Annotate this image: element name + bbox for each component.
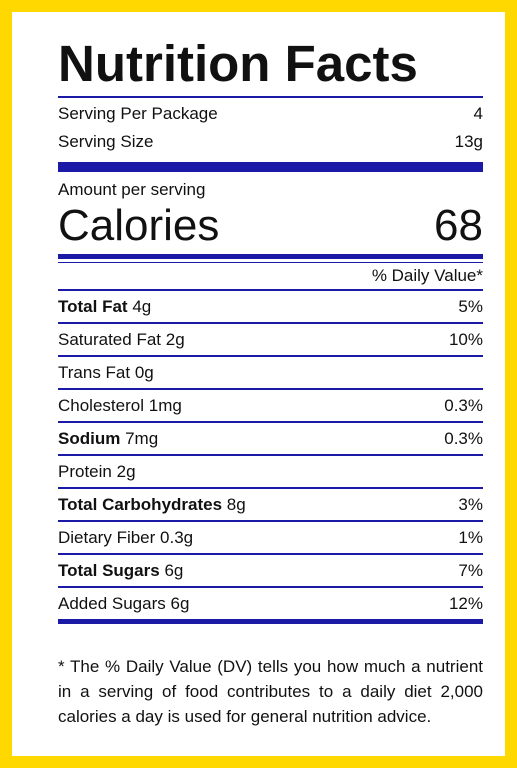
calories-label: Calories — [58, 201, 220, 250]
nutrient-amount: 0g — [134, 362, 154, 382]
nutrient-name: Total Fat — [58, 296, 128, 316]
nutrient-amount: 2g — [165, 329, 185, 349]
footnote: * The % Daily Value (DV) tells you how m… — [58, 657, 483, 726]
nutrient-label: Dietary Fiber 0.3g — [58, 528, 193, 548]
calories-row: Calories 68 — [58, 202, 483, 250]
nutrient-name: Total Carbohydrates — [58, 494, 223, 514]
divider — [58, 289, 483, 291]
divider — [58, 262, 483, 263]
nutrient-name: Trans Fat — [58, 362, 131, 382]
nutrient-name: Sodium — [58, 428, 121, 448]
nutrient-row: Saturated Fat 2g 10% — [58, 324, 483, 357]
nutrient-row: Protein 2g — [58, 456, 483, 489]
nutrient-amount: 1mg — [148, 395, 182, 415]
nutrient-amount: 6g — [170, 593, 190, 613]
page-title: Nutrition Facts — [58, 35, 418, 92]
nutrient-label: Added Sugars 6g — [58, 594, 189, 614]
nutrient-name: Total Sugars — [58, 560, 160, 580]
nutrient-name: Protein — [58, 461, 112, 481]
thick-divider — [58, 162, 483, 172]
nutrient-label: Protein 2g — [58, 462, 136, 482]
servings-per-package-row: Serving Per Package 4 — [58, 100, 483, 128]
nutrient-label: Trans Fat 0g — [58, 363, 154, 383]
nutrient-row: Dietary Fiber 0.3g 1% — [58, 522, 483, 555]
nutrient-name: Dietary Fiber — [58, 527, 156, 547]
nutrient-amount: 0.3g — [160, 527, 194, 547]
nutrient-row: Sodium 7mg 0.3% — [58, 423, 483, 456]
nutrient-label: Total Carbohydrates 8g — [58, 495, 246, 515]
nutrient-row: Total Sugars 6g 7% — [58, 555, 483, 588]
nutrition-panel: Nutrition Facts Serving Per Package 4 Se… — [58, 34, 483, 729]
nutrient-list: Total Fat 4g 5% Saturated Fat 2g 10% Trans F… — [58, 291, 483, 619]
nutrient-row: Cholesterol 1mg 0.3% — [58, 390, 483, 423]
nutrient-daily-value: 0.3% — [444, 395, 483, 415]
bottom-divider — [58, 619, 483, 624]
nutrient-name: Added Sugars — [58, 593, 166, 613]
nutrient-label: Sodium 7mg — [58, 429, 158, 449]
amount-per-serving: Amount per serving — [58, 180, 206, 199]
nutrient-amount: 6g — [164, 560, 184, 580]
nutrient-amount: 2g — [116, 461, 136, 481]
nutrient-amount: 7mg — [125, 428, 159, 448]
nutrient-row: Total Fat 4g 5% — [58, 291, 483, 324]
nutrient-name: Saturated Fat — [58, 329, 162, 349]
nutrient-daily-value: 3% — [458, 494, 483, 514]
serving-size-value: 13g — [454, 132, 483, 151]
serving-size-row: Serving Size 13g — [58, 128, 483, 156]
nutrient-daily-value: 7% — [458, 560, 483, 580]
nutrient-label: Cholesterol 1mg — [58, 396, 182, 416]
nutrient-amount: 4g — [132, 296, 152, 316]
nutrient-daily-value: 0.3% — [444, 428, 483, 448]
calories-value: 68 — [434, 201, 483, 250]
nutrient-row: Added Sugars 6g 12% — [58, 588, 483, 619]
nutrient-label: Saturated Fat 2g — [58, 330, 185, 350]
nutrient-daily-value: 1% — [458, 527, 483, 547]
servings-per-package-label: Serving Per Package — [58, 104, 218, 123]
nutrient-row: Trans Fat 0g — [58, 357, 483, 390]
nutrient-row: Total Carbohydrates 8g 3% — [58, 489, 483, 522]
nutrient-label: Total Fat 4g — [58, 297, 151, 317]
daily-value-header: % Daily Value* — [371, 266, 483, 285]
nutrient-amount: 8g — [226, 494, 246, 514]
medium-divider — [58, 254, 483, 259]
nutrient-daily-value: 5% — [458, 296, 483, 316]
nutrient-daily-value: 10% — [448, 329, 483, 349]
nutrient-label: Total Sugars 6g — [58, 561, 183, 581]
divider — [58, 96, 483, 98]
servings-per-package-value: 4 — [473, 104, 483, 123]
nutrient-name: Cholesterol — [58, 395, 144, 415]
serving-size-label: Serving Size — [58, 132, 154, 151]
nutrient-daily-value: 12% — [448, 593, 483, 613]
